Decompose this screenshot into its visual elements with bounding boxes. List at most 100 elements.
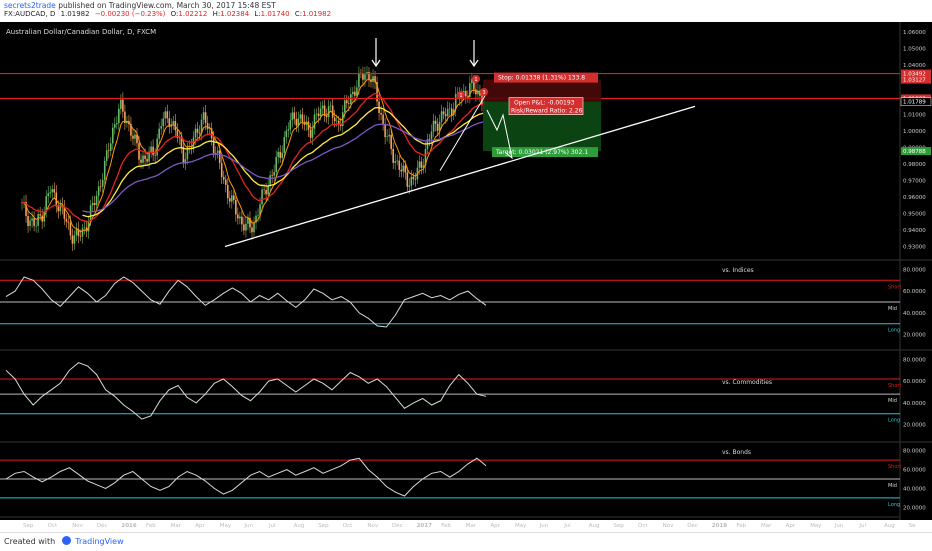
candle-body [442,111,445,115]
candle-body [307,121,310,130]
indicator-y-tick: 60.0000 [903,379,926,385]
candle-body [469,83,471,97]
x-tick-label: Aug [294,523,305,529]
candle-body [31,218,33,221]
y-tick-label: 0.93000 [903,244,926,250]
down-arrow-icon [371,59,381,68]
candle-body [214,152,217,154]
x-tick-label: Sep [23,523,34,529]
x-tick-label: Apr [786,523,796,529]
candle-body [33,218,35,226]
candle-body [394,161,397,163]
candle-body [263,189,265,191]
level-label-short: Short [888,383,901,389]
candle-body [271,175,273,176]
low-label: L: [254,10,261,18]
level-label-short: Short [888,464,901,470]
candle-body [339,124,342,126]
candle-body [59,204,62,212]
candle-body [440,111,443,122]
candle-body [261,189,263,205]
candle-body [120,99,122,109]
indicator-y-tick: 40.0000 [903,311,926,317]
candle-body [402,165,405,172]
candle-body [47,193,50,197]
candle-body [362,73,364,80]
candle-body [81,228,84,237]
candle-body [465,90,467,97]
x-tick-label: Oct [343,523,353,529]
candle-body [422,165,425,168]
candle-body [107,150,110,151]
level-label-mid: Mid [888,483,897,489]
candle-body [220,162,223,177]
candle-body [253,222,255,233]
indicator-y-tick: 60.0000 [903,289,926,295]
candle-body [428,139,431,140]
candle-body [412,176,415,180]
candle-body [452,109,455,116]
candle-body [301,114,304,122]
symbol-bar: FX:AUDCAD, D 1.01982 −0.00230 (−0.23%) O… [0,10,932,22]
candle-body [400,169,403,172]
candle-body [315,113,318,115]
candle-body [374,76,376,83]
chart-canvas[interactable]: 1.060001.050001.040001.030001.020001.010… [0,22,932,532]
x-tick-label: Jun [834,523,844,529]
candle-body [245,223,247,231]
level-label-mid: Mid [888,306,897,312]
candle-body [235,199,237,215]
x-tick-label: Oct [638,523,648,529]
candle-body [243,224,245,231]
candle-body [325,115,328,118]
candle-body [182,146,185,163]
stop-zone [483,79,601,102]
candle-body [93,203,96,206]
ema-fast-line [21,78,485,233]
candle-body [140,159,142,163]
x-tick-label: Jul [268,523,276,529]
candle-body [130,124,132,136]
candle-body [196,128,199,133]
candle-body [477,90,479,95]
x-tick-label: Dec [97,523,108,529]
indicator-line [5,276,487,328]
candle-body [25,201,27,216]
candle-body [269,175,271,186]
candle-body [337,120,340,125]
signal-marker-icon [472,75,480,83]
candle-body [380,112,382,115]
candle-body [420,161,423,168]
tradingview-brand[interactable]: TradingView [75,537,124,546]
author-link[interactable]: secrets2trade [4,1,56,10]
candle-body [109,143,112,151]
x-tick-label: May [810,523,822,529]
x-tick-label: Dec [687,523,698,529]
indicator-y-tick: 20.0000 [903,505,926,511]
level-label-long: Long [888,502,900,508]
x-tick-label: Oct [48,523,58,529]
candle-body [180,137,183,147]
candle-body [418,161,421,168]
footer: Created with TradingView [0,532,932,551]
candle-body [118,108,120,124]
candle-body [122,99,124,112]
signal-marker-icon [457,91,465,99]
x-tick-label: Mar [171,523,182,529]
candle-body [398,160,401,170]
candle-body [430,131,433,140]
price-label-bg [901,147,931,156]
y-tick-label: 0.97000 [903,179,926,185]
x-tick-label: Sep [318,523,329,529]
header: secrets2trade published on TradingView.c… [0,0,932,18]
candle-body [111,127,114,144]
candle-body [124,111,126,124]
candle-body [99,186,102,188]
candle-body [233,195,235,200]
level-label-mid: Mid [888,398,897,404]
candle-body [392,149,394,163]
candle-body [319,108,322,117]
candle-body [49,192,52,194]
candle-body [178,137,181,139]
stop-label-bg [494,72,598,83]
